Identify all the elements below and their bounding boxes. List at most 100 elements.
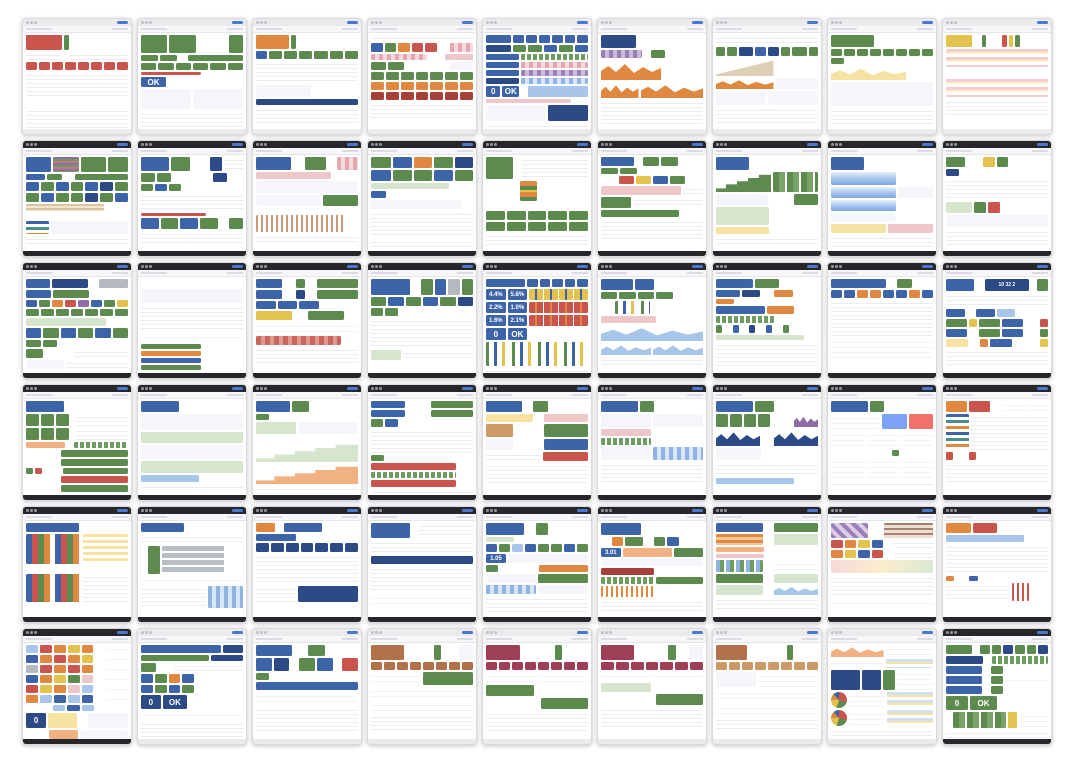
dashboard-thumbnail[interactable] <box>252 628 362 745</box>
dashboard-thumbnail[interactable] <box>827 140 937 257</box>
dashboard-thumbnail[interactable]: 10 32 2 <box>942 262 1052 379</box>
window-titlebar <box>138 263 246 270</box>
thumb-block <box>189 695 243 709</box>
thumb-row <box>716 335 818 340</box>
thumb-row <box>371 279 473 295</box>
thumb-block <box>519 181 537 201</box>
dashboard-thumbnail[interactable] <box>597 262 707 379</box>
dashboard-thumbnail[interactable] <box>252 506 362 623</box>
dashboard-thumbnail[interactable]: 1.05 <box>482 506 592 623</box>
dashboard-thumbnail[interactable] <box>367 262 477 379</box>
dashboard-thumbnail[interactable] <box>827 628 937 745</box>
thumb-block <box>869 401 885 412</box>
thumb-row: 0 OK <box>946 696 1048 710</box>
dashboard-thumbnail[interactable] <box>712 140 822 257</box>
dashboard-thumbnail[interactable] <box>942 140 1052 257</box>
thumb-block <box>449 43 473 52</box>
thumb-block <box>674 292 704 299</box>
thumb-block <box>458 472 473 478</box>
window-dot-icon <box>839 387 842 390</box>
thumb-block <box>716 47 726 56</box>
thumb-block <box>770 194 792 205</box>
window-dot-icon <box>839 21 842 24</box>
dashboard-thumbnail[interactable] <box>827 18 937 135</box>
share-button <box>922 264 933 269</box>
window-titlebar <box>828 263 936 270</box>
dashboard-thumbnail[interactable] <box>712 384 822 501</box>
dashboard-thumbnail[interactable] <box>252 384 362 501</box>
dashboard-thumbnail[interactable] <box>712 628 822 745</box>
dashboard-thumbnail[interactable] <box>367 506 477 623</box>
dashboard-thumbnail[interactable]: 0 <box>22 628 132 745</box>
dashboard-thumbnail[interactable]: 0 OK <box>137 628 247 745</box>
thumb-block <box>26 414 39 426</box>
dashboard-thumbnail[interactable] <box>367 18 477 135</box>
dashboard-thumbnail[interactable]: OK <box>137 18 247 135</box>
thumb-block <box>60 450 128 457</box>
dashboard-thumbnail[interactable]: 0 OK <box>942 628 1052 745</box>
dashboard-thumbnail[interactable] <box>712 18 822 135</box>
dashboard-thumbnail[interactable] <box>712 262 822 379</box>
thumb-row: 0 <box>26 713 128 728</box>
dashboard-thumbnail[interactable] <box>22 384 132 501</box>
thumb-row <box>26 485 128 492</box>
dashboard-thumbnail[interactable] <box>827 384 937 501</box>
window-dot-icon <box>34 21 37 24</box>
dashboard-thumbnail[interactable] <box>597 140 707 257</box>
dashboard-thumbnail[interactable] <box>22 18 132 135</box>
thumb-block <box>40 309 54 316</box>
thumb-row <box>716 107 818 125</box>
thumb-row <box>256 336 358 345</box>
thumb-row <box>716 534 818 545</box>
thumb-row <box>716 574 818 583</box>
thumb-block <box>601 537 610 546</box>
dashboard-thumbnail[interactable] <box>22 262 132 379</box>
dashboard-thumbnail[interactable] <box>252 262 362 379</box>
dashboard-thumbnail[interactable]: 0 OK <box>482 18 592 135</box>
dashboard-thumbnail[interactable] <box>597 384 707 501</box>
dashboard-thumbnail[interactable] <box>942 18 1052 135</box>
dashboard-thumbnail[interactable] <box>482 384 592 501</box>
thumb-row <box>371 72 474 80</box>
thumb-block <box>77 328 94 338</box>
dashboard-thumbnail[interactable] <box>137 384 247 501</box>
dashboard-thumbnail[interactable]: 3.01 <box>597 506 707 623</box>
window-dot-icon <box>379 143 382 146</box>
thumb-block <box>601 462 703 484</box>
dashboard-thumbnail[interactable] <box>22 140 132 257</box>
dashboard-thumbnail[interactable] <box>367 384 477 501</box>
dashboard-thumbnail[interactable] <box>482 140 592 257</box>
thumb-row <box>371 594 473 608</box>
dashboard-thumbnail[interactable] <box>827 506 937 623</box>
thumb-block <box>26 534 81 564</box>
thumb-block <box>227 63 243 70</box>
dashboard-thumbnail[interactable] <box>942 384 1052 501</box>
dashboard-thumbnail[interactable] <box>597 18 707 135</box>
thumb-block <box>844 49 855 56</box>
dashboard-thumbnail[interactable] <box>482 628 592 745</box>
window-titlebar <box>138 141 246 148</box>
dashboard-thumbnail[interactable] <box>252 18 362 135</box>
dashboard-thumbnail[interactable] <box>827 262 937 379</box>
share-button <box>462 630 473 635</box>
window-dot-icon <box>831 265 834 268</box>
dashboard-thumbnail[interactable]: 4.4% 5.8% 2.2% 1.0% 1.6% 2.1% 0 OK <box>482 262 592 379</box>
window-dot-icon <box>371 143 374 146</box>
dashboard-thumbnail[interactable] <box>137 506 247 623</box>
dashboard-thumbnail[interactable] <box>137 262 247 379</box>
thumb-row <box>141 534 243 544</box>
window-statusbar <box>483 617 591 622</box>
dashboard-thumbnail[interactable] <box>712 506 822 623</box>
dashboard-thumbnail[interactable] <box>942 506 1052 623</box>
dashboard-thumbnail[interactable] <box>597 628 707 745</box>
dashboard-thumbnail[interactable] <box>367 140 477 257</box>
dashboard-thumbnail[interactable] <box>137 140 247 257</box>
dashboard-thumbnail[interactable] <box>252 140 362 257</box>
window-dot-icon <box>490 143 493 146</box>
thumb-block <box>716 227 769 234</box>
dashboard-thumbnail[interactable] <box>22 506 132 623</box>
dashboard-thumbnail[interactable] <box>367 628 477 745</box>
thumb-block <box>100 309 114 316</box>
thumb-block <box>407 410 430 417</box>
